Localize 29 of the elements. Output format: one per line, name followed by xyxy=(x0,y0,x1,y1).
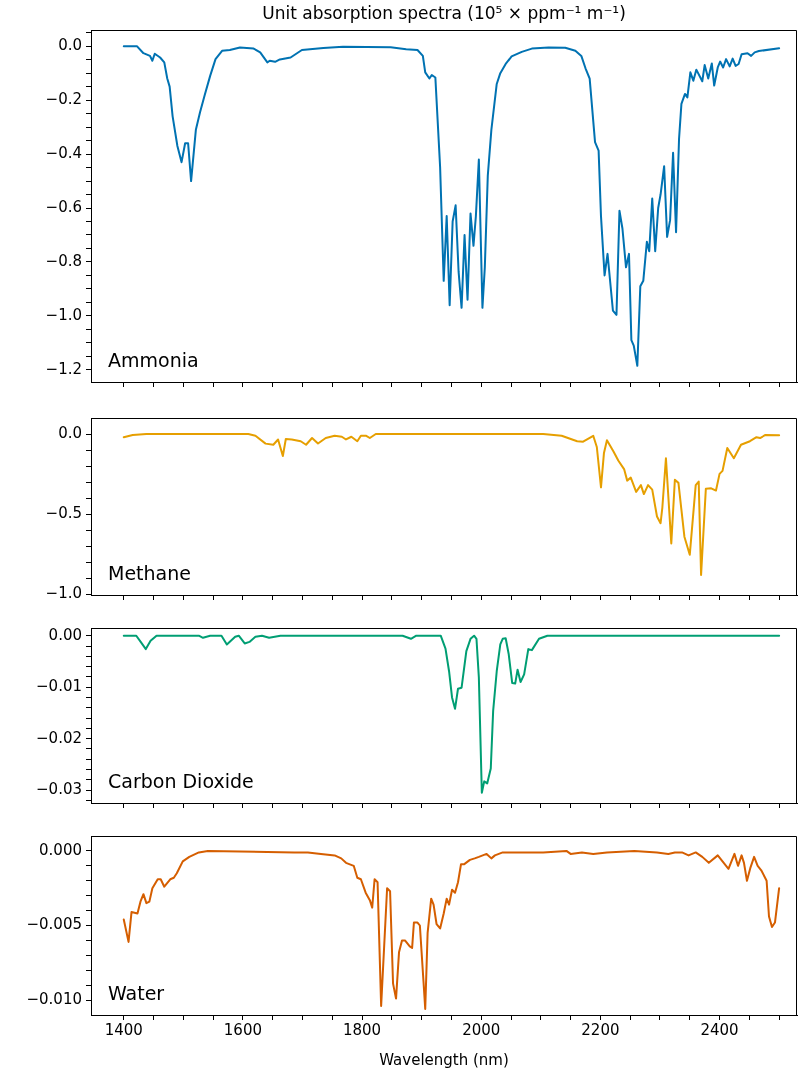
y-tick-label: 0.0 xyxy=(58,36,82,55)
x-tick-label: 1800 xyxy=(342,1020,382,1039)
x-axis-title: Wavelength (nm) xyxy=(379,1050,509,1069)
y-tick-label: −0.02 xyxy=(36,728,82,747)
y-tick-label: −0.01 xyxy=(36,677,82,696)
y-tick-label: 0.0 xyxy=(58,423,82,442)
y-tick-label: −1.0 xyxy=(45,584,82,603)
y-tick-label: 0.00 xyxy=(48,625,82,644)
y-tick-label: −1.0 xyxy=(45,305,82,324)
annotation: Methane xyxy=(108,562,191,585)
x-tick-label: 2200 xyxy=(581,1020,620,1039)
x-tick-label: 2000 xyxy=(462,1020,501,1039)
x-tick-label: 1400 xyxy=(104,1020,143,1039)
y-tick-label: −0.005 xyxy=(26,915,82,934)
y-tick-label: −0.03 xyxy=(36,780,82,799)
y-tick-label: −0.5 xyxy=(45,504,82,522)
annotation: Carbon Dioxide xyxy=(108,770,254,793)
y-tick-label: 0.000 xyxy=(39,840,82,859)
y-tick-label: −0.2 xyxy=(45,90,82,109)
annotation: Water xyxy=(108,982,165,1005)
x-tick-label: 2400 xyxy=(700,1020,739,1039)
y-tick-label: −1.2 xyxy=(45,359,82,378)
y-tick-label: −0.4 xyxy=(45,143,82,162)
y-tick-label: −0.6 xyxy=(45,197,82,216)
annotation: Ammonia xyxy=(108,349,199,372)
chart-title: Unit absorption spectra (10⁵ × ppm⁻¹ m⁻¹) xyxy=(262,3,626,24)
x-tick-label: 1600 xyxy=(223,1020,263,1039)
y-tick-label: −0.010 xyxy=(26,989,82,1008)
y-tick-label: −0.8 xyxy=(45,251,82,270)
